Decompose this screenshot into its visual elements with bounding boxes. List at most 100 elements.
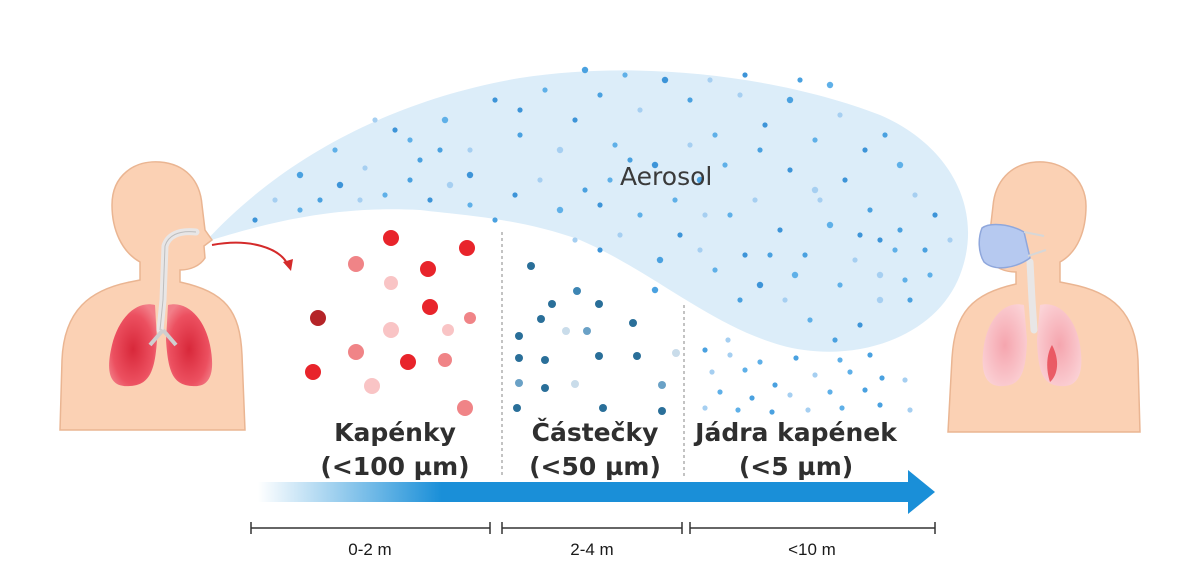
droplet-nucleus xyxy=(837,357,843,363)
aerosol-dot xyxy=(782,297,788,303)
aerosol-dot xyxy=(802,252,808,258)
particle xyxy=(515,332,523,340)
droplet xyxy=(459,240,475,256)
droplet xyxy=(364,378,380,394)
aerosol-cloud xyxy=(205,70,969,352)
aerosol-dot xyxy=(896,161,904,169)
particle xyxy=(595,300,603,308)
infected-person xyxy=(59,161,246,431)
zone-nuclei-size: (<5 µm) xyxy=(738,452,854,481)
aerosol-dot xyxy=(336,181,344,189)
zone-droplets-size: (<100 µm) xyxy=(320,452,470,481)
aerosol-dot xyxy=(737,92,743,98)
exhale-arrow xyxy=(211,241,289,266)
aerosol-dot xyxy=(902,277,908,283)
aerosol-dot xyxy=(897,227,903,233)
aerosol-dot xyxy=(817,197,823,203)
droplet-nucleus xyxy=(879,375,885,381)
aerosol-dot xyxy=(787,167,793,173)
droplet-nucleus xyxy=(839,405,845,411)
aerosol-dot xyxy=(622,72,628,78)
droplet-nucleus xyxy=(702,405,708,411)
aerosol-dot xyxy=(947,237,953,243)
droplet xyxy=(310,310,326,326)
droplet-nucleus xyxy=(812,372,818,378)
aerosol-dot xyxy=(651,161,659,169)
aerosol-dot xyxy=(791,271,799,279)
zone-droplets-title: Kapénky xyxy=(334,418,456,447)
aerosol-dot xyxy=(767,252,773,258)
masked-person xyxy=(947,161,1141,433)
aerosol-dot xyxy=(687,97,693,103)
aerosol-dot xyxy=(712,132,718,138)
droplet xyxy=(442,324,454,336)
scale-bar-3 xyxy=(689,522,936,534)
aerosol-dot xyxy=(627,157,633,163)
aerosol-dot xyxy=(607,177,613,183)
aerosol-dot xyxy=(907,297,913,303)
droplet-nucleus xyxy=(862,387,868,393)
aerosol-dot xyxy=(517,132,523,138)
droplet-nucleus xyxy=(709,369,715,375)
aerosol-dot xyxy=(877,237,883,243)
droplet-nucleus xyxy=(907,407,913,413)
droplet-nucleus xyxy=(793,355,799,361)
zone-droplets-label: Kapénky (<100 µm) xyxy=(300,416,490,484)
aerosol-dot xyxy=(407,137,413,143)
particle xyxy=(515,354,523,362)
droplets-zone xyxy=(305,230,476,416)
aerosol-dot xyxy=(811,186,819,194)
droplet xyxy=(422,299,438,315)
droplet-nucleus xyxy=(749,395,755,401)
droplet xyxy=(305,364,321,380)
aerosol-dot xyxy=(317,197,323,203)
aerosol-dot xyxy=(617,232,623,238)
particle xyxy=(658,381,666,389)
aerosol-dot xyxy=(417,157,423,163)
aerosol-dot xyxy=(651,286,659,294)
aerosol-dot xyxy=(446,181,454,189)
aerosol-dot xyxy=(852,257,858,263)
aerosol-dot xyxy=(597,247,603,253)
aerosol-dot xyxy=(492,97,498,103)
aerosol-dot xyxy=(357,197,363,203)
droplet-nucleus xyxy=(877,402,883,408)
zone-particles-size: (<50 µm) xyxy=(529,452,661,481)
aerosol-dot xyxy=(656,256,664,264)
particle xyxy=(515,379,523,387)
aerosol-dot xyxy=(392,127,398,133)
aerosol-dot xyxy=(837,112,843,118)
aerosol-dot xyxy=(812,137,818,143)
zone-nuclei-title: Jádra kapének xyxy=(695,418,897,447)
aerosol-dot xyxy=(882,132,888,138)
aerosol-dot xyxy=(687,142,693,148)
droplet xyxy=(464,312,476,324)
particle xyxy=(541,384,549,392)
droplet xyxy=(457,400,473,416)
droplet xyxy=(400,354,416,370)
aerosol-dot xyxy=(372,117,378,123)
particle xyxy=(573,287,581,295)
aerosol-dot xyxy=(752,197,758,203)
droplet-nucleus xyxy=(735,407,741,413)
particle xyxy=(548,300,556,308)
aerosol-dot xyxy=(597,202,603,208)
aerosol-dot xyxy=(542,87,548,93)
particle xyxy=(629,319,637,327)
aerosol-dot xyxy=(362,165,368,171)
droplet-nucleus xyxy=(867,352,873,358)
aerosol-dot xyxy=(612,142,618,148)
aerosol-dot xyxy=(252,217,258,223)
aerosol-dot xyxy=(517,107,523,113)
droplet xyxy=(384,276,398,290)
droplet-nucleus xyxy=(902,377,908,383)
aerosol-dot xyxy=(786,96,794,104)
particle xyxy=(537,315,545,323)
aerosol-dot xyxy=(756,281,764,289)
aerosol-dot xyxy=(932,212,938,218)
aerosol-dot xyxy=(742,72,748,78)
aerosol-dot xyxy=(512,192,518,198)
particle xyxy=(658,407,666,415)
droplet-nucleus xyxy=(725,337,731,343)
